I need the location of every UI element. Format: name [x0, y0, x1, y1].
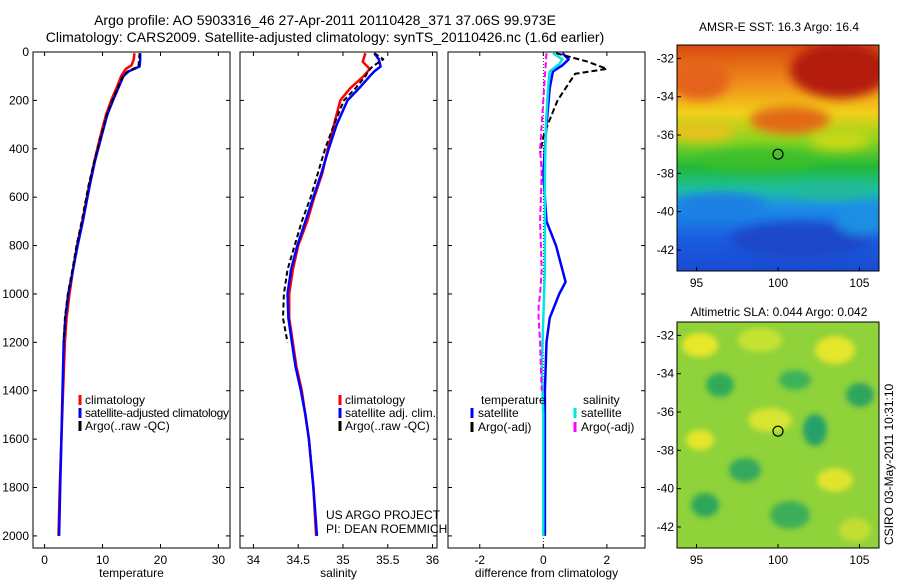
figure-title-line1: Argo profile: AO 5903316_46 27-Apr-2011 … [94, 12, 556, 28]
temperature-legend-label: Argo(..raw -QC) [85, 419, 170, 433]
temperature-xtick-label: 30 [212, 553, 226, 567]
sst-map-title: AMSR-E SST: 16.3 Argo: 16.4 [698, 20, 860, 34]
temperature-xlabel: temperature [99, 566, 164, 580]
difference-xtick-label: -2 [474, 553, 485, 567]
amsr-sst-map-ytick-label: -36 [657, 128, 675, 142]
temperature-ytick-label: 400 [9, 142, 29, 156]
amsr-sst-map-ytick-label: -42 [657, 243, 675, 257]
temperature-legend-label: satellite-adjusted climatology [85, 406, 229, 420]
salinity-series-satellite-adj-clim- [286, 52, 382, 536]
temperature-ytick-label: 200 [9, 93, 29, 107]
figure-title-line2: Climatology: CARS2009. Satellite-adjuste… [45, 29, 605, 45]
salinity-legend-label: Argo(..raw -QC) [345, 419, 430, 433]
altimetric-sla-map-xtick-label: 105 [849, 553, 869, 567]
temperature-ytick-label: 1400 [2, 384, 29, 398]
temperature-axes-frame [32, 51, 231, 549]
salinity-axes-frame [239, 51, 438, 549]
salinity-xtick-label: 35.5 [376, 553, 400, 567]
difference-series-salinity-satellite [540, 52, 564, 536]
amsr-sst-map-ytick-label: -34 [657, 90, 675, 104]
difference-legend-label: satellite [581, 406, 622, 420]
amsr-sst-map-ytick-label: -38 [657, 166, 675, 180]
credit-label: CSIRO 03-May-2011 10:31:10 [882, 383, 896, 545]
temperature-legend-label: climatology [85, 393, 145, 407]
temperature-xtick-label: 20 [154, 553, 168, 567]
temperature-xtick-label: 10 [96, 553, 110, 567]
salinity-xtick-label: 35 [336, 553, 350, 567]
altimetric-sla-map-ytick-label: -42 [657, 520, 675, 534]
difference-xlabel: difference from climatology [475, 566, 618, 580]
difference-legend-group-salinity: salinity [583, 393, 620, 407]
salinity-xtick-label: 34.5 [287, 553, 311, 567]
amsr-sst-map-xtick-label: 105 [849, 276, 869, 290]
difference-legend-label: Argo(-adj) [478, 420, 531, 434]
pi-label: PI: DEAN ROEMMICH [326, 522, 448, 536]
altimetric-sla-map-argo-marker [772, 425, 784, 437]
altimetric-sla-map-ytick-label: -38 [657, 443, 675, 457]
salinity-series-argo-raw-qc- [282, 52, 385, 343]
difference-xtick-label: 2 [604, 553, 611, 567]
temperature-ytick-label: 1600 [2, 432, 29, 446]
altimetric-sla-map-ytick-label: -32 [657, 328, 675, 342]
temperature-ytick-label: 600 [9, 190, 29, 204]
altimetric-sla-map-xtick-label: 100 [768, 553, 788, 567]
salinity-legend-label: climatology [345, 393, 405, 407]
temperature-series-argo-raw-qc- [62, 53, 141, 343]
project-label: US ARGO PROJECT [326, 508, 441, 522]
temperature-ytick-label: 2000 [2, 529, 29, 543]
temperature-ytick-label: 800 [9, 239, 29, 253]
temperature-ytick-label: 0 [22, 45, 29, 59]
altimetric-sla-map-xtick-label: 95 [690, 553, 704, 567]
salinity-xtick-label: 34 [247, 553, 261, 567]
salinity-xtick-label: 36 [426, 553, 440, 567]
amsr-sst-map-xtick-label: 100 [768, 276, 788, 290]
sla-heatmap-imagery [677, 322, 879, 548]
altimetric-sla-map-ytick-label: -40 [657, 482, 675, 496]
temperature-ytick-label: 1800 [2, 481, 29, 495]
altimetric-sla-map-ytick-label: -34 [657, 367, 675, 381]
sst-heatmap-imagery [677, 45, 879, 271]
difference-series-temperature-satellite [542, 52, 570, 536]
difference-series-temperature-argo-adj- [539, 52, 608, 154]
amsr-sst-map-ytick-label: -40 [657, 205, 675, 219]
amsr-sst-map-xtick-label: 95 [690, 276, 704, 290]
altimetric-sla-map-ytick-label: -36 [657, 405, 675, 419]
difference-legend-label: satellite [478, 406, 519, 420]
salinity-legend-label: satellite adj. clim. [345, 406, 436, 420]
amsr-sst-map-ytick-label: -32 [657, 51, 675, 65]
temperature-ytick-label: 1000 [2, 287, 29, 301]
salinity-xlabel: salinity [320, 566, 357, 580]
difference-series-salinity-argo-adj- [537, 53, 548, 391]
difference-legend-label: Argo(-adj) [581, 420, 634, 434]
temperature-xtick-label: 0 [41, 553, 48, 567]
difference-legend-group-temperature: temperature [481, 393, 546, 407]
sla-map-title: Altimetric SLA: 0.044 Argo: 0.042 [690, 305, 868, 319]
temperature-ytick-label: 1200 [2, 335, 29, 349]
difference-xtick-label: 0 [540, 553, 547, 567]
amsr-sst-map-argo-marker [772, 148, 784, 160]
